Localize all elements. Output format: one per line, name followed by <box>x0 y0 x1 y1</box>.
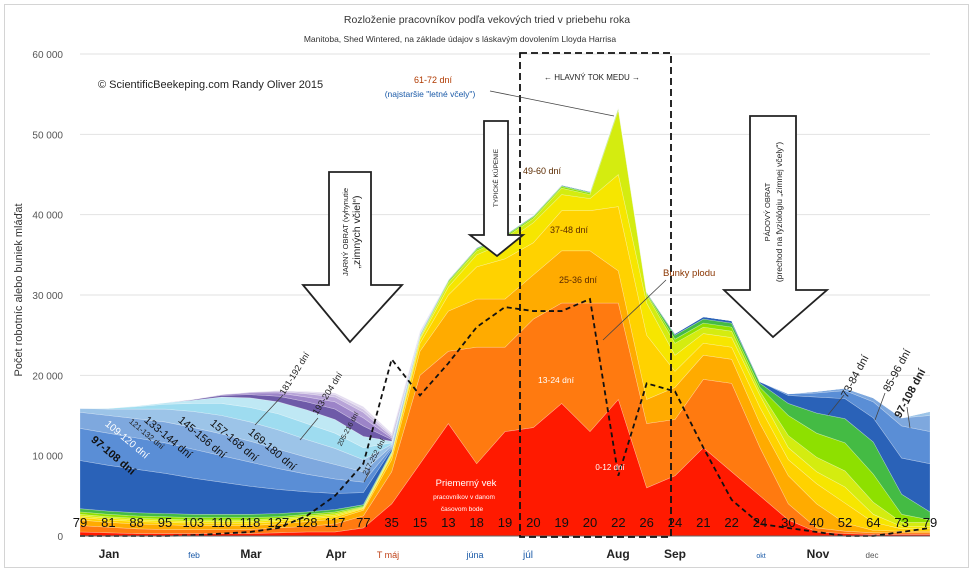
series-label: 37-48 dní <box>550 225 589 235</box>
mean-age-value: 19 <box>554 515 568 530</box>
fall-turnover-arrow <box>721 115 830 339</box>
month-label: júl <box>522 550 533 561</box>
mean-age-value: 13 <box>441 515 455 530</box>
brood-line <box>80 297 931 537</box>
mean-age-value: 79 <box>73 515 87 530</box>
label-leader <box>874 392 886 421</box>
mean-age-label-2: pracovníkov v danom <box>433 494 495 501</box>
mean-age-value: 81 <box>101 515 115 530</box>
mean-age-value: 26 <box>639 515 653 530</box>
y-tick-label: 20 000 <box>32 371 63 382</box>
month-label: Nov <box>807 547 830 561</box>
mean-age-value: 22 <box>724 515 738 530</box>
label-leader <box>254 394 284 426</box>
main-flow-label: ← HLAVNÝ TOK MEDU → <box>544 73 640 82</box>
mean-age-value: 20 <box>583 515 597 530</box>
month-label: Aug <box>606 547 629 561</box>
spring-turnover-label: JARNÝ OBRAT (vyhynutie„zimných včiel“) <box>341 188 363 276</box>
mean-age-value: 52 <box>838 515 852 530</box>
mean-age-value: 117 <box>325 515 346 530</box>
mean-age-value: 73 <box>894 515 908 530</box>
y-tick-label: 0 <box>57 532 63 543</box>
chart-subtitle: Manitoba, Shed Wintered, na základe údaj… <box>304 34 617 44</box>
series-label: 13-24 dní <box>538 375 575 385</box>
spring-turnover-arrow <box>301 171 405 344</box>
y-tick-label: 10 000 <box>32 452 63 463</box>
month-label: T máj <box>377 550 399 560</box>
fall-turnover-label: PÁDOVÝ OBRAT (prechod na fyziológiu „zimn… <box>763 142 784 282</box>
mean-age-value: 35 <box>384 515 398 530</box>
mean-age-value: 128 <box>296 515 318 530</box>
y-axis-label: Počet robotníc alebo buniek mláďat <box>13 203 25 376</box>
mean-age-value: 21 <box>696 515 710 530</box>
mean-age-value: 30 <box>781 515 795 530</box>
month-label: Sep <box>664 547 686 561</box>
month-label: Apr <box>326 547 347 561</box>
mean-age-value: 24 <box>668 515 682 530</box>
mean-age-value: 40 <box>809 515 823 530</box>
series-label: 49-60 dní <box>523 166 562 176</box>
brood-callout-label: Bunky plodu <box>663 268 715 279</box>
month-label: júna <box>465 550 483 560</box>
month-label: okt <box>756 553 765 560</box>
mean-age-value: 95 <box>158 515 172 530</box>
y-tick-label: 60 000 <box>32 50 63 61</box>
mean-age-value: 103 <box>182 515 204 530</box>
area-37-48 <box>79 206 931 532</box>
copyright-text: © ScientificBeekeping.com Randy Oliver 2… <box>98 79 323 91</box>
mean-age-value: 110 <box>211 515 232 530</box>
mean-age-value: 24 <box>753 515 767 530</box>
swarming-arrow <box>467 120 526 258</box>
swarming-label: TYPICKÉ KÚPENIE <box>491 148 500 207</box>
main-flow-box <box>519 52 672 538</box>
callout-61-72-line <box>489 90 615 117</box>
mean-age-value: 15 <box>413 515 427 530</box>
y-tick-label: 40 000 <box>32 211 63 222</box>
mean-age-value: 127 <box>267 515 289 530</box>
brood-callout-line <box>602 279 667 341</box>
mean-age-value: 64 <box>866 515 880 530</box>
mean-age-value: 77 <box>356 515 370 530</box>
month-label: Jan <box>99 547 120 561</box>
brood-line-path <box>80 297 931 537</box>
y-tick-labels: 0 10 000 20 000 30 000 40 000 50 000 60 000 <box>32 50 63 543</box>
label-leader <box>363 470 371 483</box>
chart-title: Rozloženie pracovníkov podľa vekových tr… <box>344 14 630 26</box>
series-label: 25-36 dní <box>559 275 598 285</box>
mean-age-value: 18 <box>469 515 483 530</box>
label-leader <box>906 406 911 429</box>
mean-age-value: 88 <box>129 515 143 530</box>
series-label: 181-192 dní <box>277 350 311 396</box>
mean-age-value: 118 <box>240 515 261 530</box>
mean-age-label-3: časovom bode <box>441 506 484 513</box>
month-label: Mar <box>240 547 262 561</box>
label-leader <box>827 394 845 416</box>
x-axis: Jan feb Mar Apr T máj júna júl Aug Sep okt Nov dec <box>80 535 930 561</box>
mean-age-label: Priemerný vek <box>436 478 497 489</box>
mean-age-value: 79 <box>923 515 937 530</box>
mean-age-value: 22 <box>611 515 625 530</box>
month-label: feb <box>188 550 200 560</box>
month-label: dec <box>866 551 879 560</box>
y-tick-label: 50 000 <box>32 130 63 141</box>
callout-61-72: 61-72 dní <box>414 75 453 85</box>
mean-age-value: 20 <box>526 515 540 530</box>
series-label: 0-12 dní <box>595 463 625 472</box>
label-leader <box>299 417 319 441</box>
y-tick-label: 30 000 <box>32 291 63 302</box>
callout-summer-bees: (najstaršie "letné včely") <box>385 89 476 99</box>
mean-age-labels: 79 81 88 95 103 110 118 127 128 117 77 35 15 13 18 19 20… <box>73 515 937 530</box>
mean-age-value: 19 <box>498 515 512 530</box>
